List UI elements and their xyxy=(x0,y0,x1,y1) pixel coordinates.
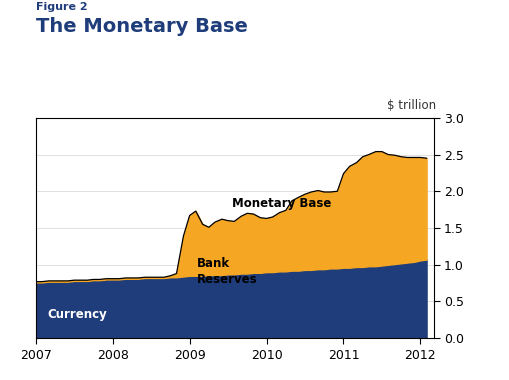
Text: Monetary Base: Monetary Base xyxy=(232,198,331,211)
Text: Figure 2: Figure 2 xyxy=(36,2,87,12)
Text: Bank
Reserves: Bank Reserves xyxy=(197,257,258,286)
Text: $ trillion: $ trillion xyxy=(386,99,435,112)
Text: Currency: Currency xyxy=(47,308,107,321)
Text: The Monetary Base: The Monetary Base xyxy=(36,17,247,36)
